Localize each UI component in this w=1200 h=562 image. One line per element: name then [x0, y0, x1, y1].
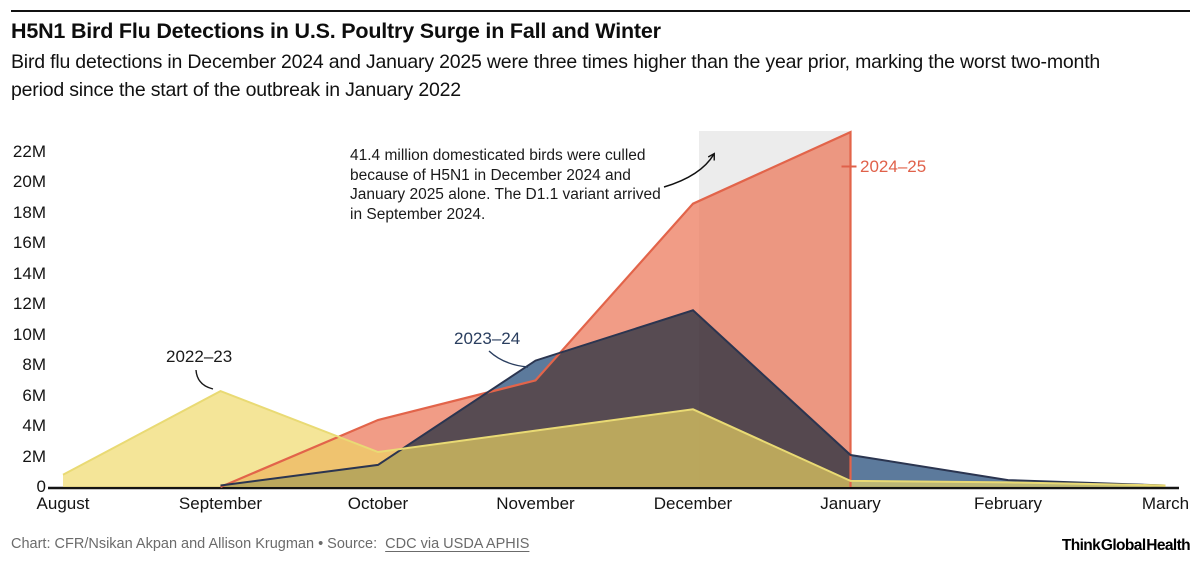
subtitle-line-2: period since the start of the outbreak i… — [11, 79, 461, 101]
line-2024-25 — [220, 130, 852, 489]
source-link[interactable]: CDC via USDA APHIS — [385, 536, 530, 552]
x-tick-label-march: March — [1141, 494, 1190, 513]
y-tick-label-20M: 20M — [12, 172, 46, 192]
x-tick-label-february: February — [973, 494, 1043, 513]
x-tick-label-december: December — [653, 494, 733, 513]
y-tick-label-6M: 6M — [22, 385, 46, 405]
y-tick-label-8M: 8M — [22, 355, 46, 375]
y-tick-label-10M: 10M — [12, 324, 46, 344]
y-tick-label-22M: 22M — [12, 141, 46, 161]
subtitle-line-1: Bird flu detections in December 2024 and… — [11, 51, 1101, 73]
annotation-line-3: January 2025 alone. The D1.1 variant arr… — [350, 186, 661, 203]
x-tick-label-january: January — [820, 494, 881, 513]
pointer-2022-23 — [195, 369, 214, 390]
annotation-line-2: because of H5N1 in December 2024 and — [350, 166, 631, 184]
y-tick-label-4M: 4M — [22, 416, 46, 436]
series-label-2022-23: 2022–23 — [166, 347, 233, 366]
annotation-line-1: 41.4 million domesticated birds were cul… — [350, 147, 646, 164]
series-label-2024-25: 2024–25 — [860, 157, 927, 176]
credit-line: Chart: CFR/Nsikan Akpan and Allison Krug… — [11, 536, 529, 552]
x-tick-label-september: September — [178, 494, 263, 513]
y-tick-label-18M: 18M — [12, 202, 46, 222]
area-2022-23 — [63, 391, 1166, 487]
chart-subtitle: Bird flu detections in December 2024 and… — [11, 48, 1100, 104]
y-tick-label-16M: 16M — [12, 233, 46, 253]
page-title: H5N1 Bird Flu Detections in U.S. Poultry… — [11, 19, 661, 43]
y-tick-label-14M: 14M — [12, 263, 46, 283]
x-tick-label-november: November — [496, 494, 575, 513]
line-2023-24 — [220, 309, 1166, 487]
y-tick-label-0: 0 — [36, 477, 46, 496]
x-tick-label-august: August — [36, 494, 90, 513]
annotation-line-4: in September 2024. — [350, 205, 486, 223]
annotation-arrow — [663, 154, 714, 188]
annotation-callout: 41.4 million domesticated birds were cul… — [350, 146, 661, 224]
top-rule — [11, 10, 1190, 12]
x-tick-label-october: October — [347, 494, 409, 513]
line-2022-23 — [62, 390, 1166, 487]
series-label-2023-24: 2023–24 — [454, 329, 521, 348]
pointer-2023-24 — [488, 350, 529, 368]
brand-logo: Think Global Health — [1061, 537, 1191, 554]
credit-text: Chart: CFR/Nsikan Akpan and Allison Krug… — [11, 536, 378, 552]
y-tick-label-12M: 12M — [12, 294, 46, 314]
y-tick-label-2M: 2M — [22, 446, 46, 466]
